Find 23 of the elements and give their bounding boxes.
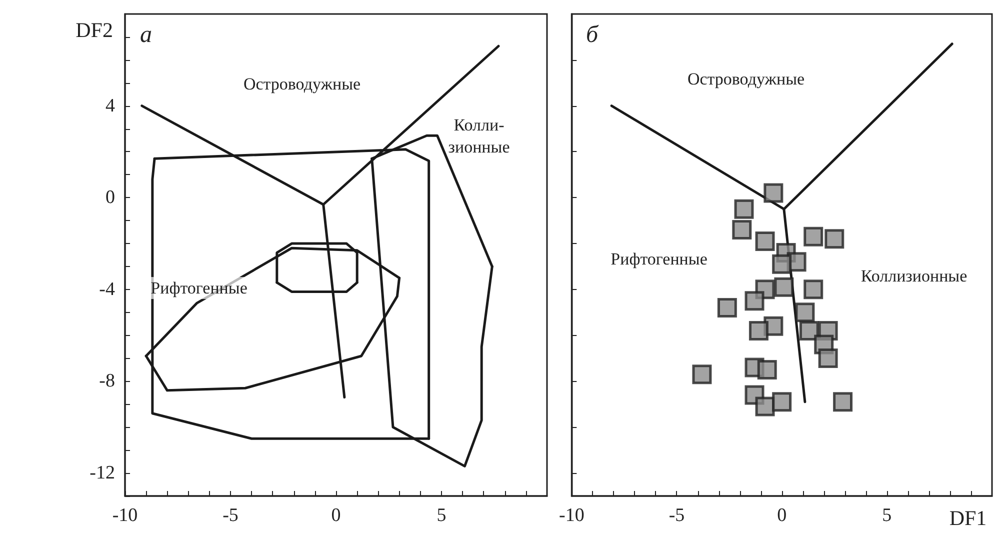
y-tick-label: -4 [99, 278, 116, 300]
annotation: Островодужные [243, 74, 361, 94]
x-tick-label: -5 [222, 505, 238, 526]
y-axis-title: DF2 [76, 18, 113, 42]
annotation: Рифтогенные [610, 250, 708, 268]
y-tick-label: 4 [106, 95, 116, 116]
y-tick-label: -8 [99, 370, 115, 392]
annotation: Коллизионные [860, 266, 968, 286]
y-tick-label: -12 [90, 462, 115, 484]
annotation: Колли- зионные [448, 116, 510, 156]
x-tick-label: 0 [331, 505, 341, 526]
x-tick-label: 5 [882, 505, 892, 526]
chart-title: б [586, 22, 599, 48]
x-tick-label: -10 [112, 505, 138, 526]
x-tick-label: 5 [436, 505, 446, 526]
x-tick-label: -5 [668, 505, 685, 526]
x-tick-label: 0 [777, 505, 787, 526]
annotation: Рифтогенные [150, 278, 248, 298]
y-tick-label: 0 [106, 187, 115, 208]
chart-title: а [140, 22, 152, 48]
x-tick-label: -10 [559, 505, 584, 526]
annotation: Островодужные [687, 70, 805, 88]
x-axis-title: DF1 [949, 506, 987, 530]
